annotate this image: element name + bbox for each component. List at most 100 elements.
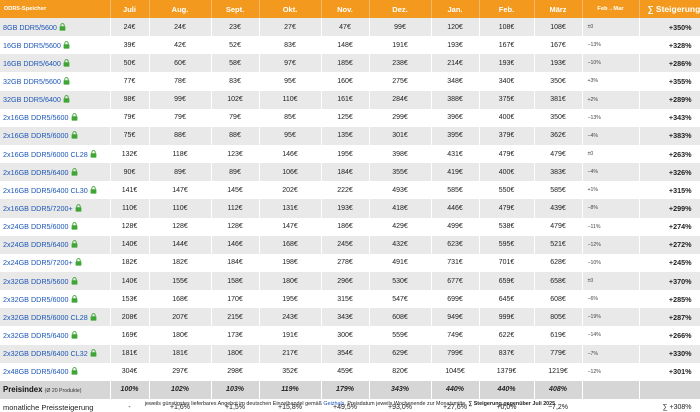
product-link[interactable]: 2x16GB DDR5/6000 (3, 131, 69, 141)
price-index-value: 440% (479, 380, 535, 399)
price-cell: 42€ (149, 36, 212, 55)
column-header-month[interactable]: Dez. (369, 0, 432, 18)
price-cell: 173€ (211, 326, 260, 345)
column-header-month[interactable]: Okt. (259, 0, 322, 18)
price-cell: 146€ (259, 144, 322, 164)
increase-cell: +355% (639, 72, 700, 91)
product-link[interactable]: 2x16GB DDR5/5600 (3, 113, 69, 123)
price-cell: 89€ (149, 163, 212, 182)
price-cell: 140€ (110, 235, 150, 254)
product-link[interactable]: 32GB DDR5/6400 (3, 95, 61, 105)
product-link[interactable]: 2x16GB DDR5/6400 (3, 167, 69, 177)
product-link[interactable]: 8GB DDR5/5600 (3, 22, 57, 32)
product-link[interactable]: 16GB DDR5/5600 (3, 40, 61, 50)
price-cell: 184€ (211, 253, 260, 272)
table-row: 2x24GB DDR5/6000 128€ 128€ 128€ 147€ 186€ 429€… (0, 217, 700, 236)
lock-icon (71, 131, 77, 140)
price-cell: 820€ (369, 362, 432, 381)
column-header-month[interactable]: Aug. (149, 0, 212, 18)
delta-cell: −13% (582, 36, 640, 55)
price-cell: 50€ (110, 54, 150, 73)
price-cell: 243€ (259, 308, 322, 327)
price-cell: 381€ (534, 90, 583, 109)
column-header-increase[interactable]: ∑ Steigerung (639, 0, 700, 18)
monthly-increase-value: +0,0% (479, 398, 535, 412)
price-cell: 499€ (431, 217, 480, 236)
price-cell: 837€ (479, 344, 535, 363)
price-cell: 97€ (259, 54, 322, 73)
column-header-product[interactable]: DDR5-Speicher (0, 0, 111, 18)
product-cell: 16GB DDR5/6400 (0, 54, 111, 73)
product-link[interactable]: 16GB DDR5/6400 (3, 58, 61, 68)
column-header-month[interactable]: Juli (110, 0, 150, 18)
price-cell: 608€ (534, 290, 583, 309)
product-link[interactable]: 2x16GB DDR5/6400 CL30 (3, 185, 88, 195)
price-cell: 75€ (110, 126, 150, 145)
geizhals-link[interactable]: Geizhals (323, 401, 345, 407)
price-cell: 343€ (321, 308, 370, 327)
price-cell: 352€ (259, 362, 322, 381)
price-cell: 148€ (321, 36, 370, 55)
monthly-increase-value: +1,5% (211, 398, 260, 412)
product-link[interactable]: 2x32GB DDR5/6000 (3, 294, 69, 304)
delta-cell: ±0 (582, 18, 640, 37)
price-cell: 180€ (259, 271, 322, 291)
delta-cell: −8% (582, 199, 640, 218)
product-link[interactable]: 2x32GB DDR5/6400 (3, 330, 69, 340)
price-cell: 153€ (110, 290, 150, 309)
price-cell: 585€ (534, 181, 583, 200)
product-link[interactable]: 2x32GB DDR5/5600 (3, 276, 69, 286)
table-row: 2x48GB DDR5/6400 304€ 297€ 298€ 352€ 459€ 820€… (0, 362, 700, 381)
price-cell: 60€ (149, 54, 212, 73)
table-row: 2x32GB DDR5/6400 CL32 181€ 181€ 180€ 217€ 354… (0, 344, 700, 363)
monthly-increase-value: −7,2% (534, 398, 583, 412)
price-index-empty (639, 380, 700, 399)
price-cell: 299€ (369, 108, 432, 127)
increase-cell: +263% (639, 144, 700, 164)
price-cell: 193€ (321, 199, 370, 218)
increase-cell: +285% (639, 290, 700, 309)
price-cell: 184€ (321, 163, 370, 182)
price-cell: 296€ (321, 271, 370, 291)
price-cell: 95€ (259, 72, 322, 91)
lock-icon (90, 313, 97, 321)
product-link[interactable]: 32GB DDR5/5600 (3, 76, 61, 86)
column-header-month[interactable]: März (534, 0, 583, 18)
column-header-delta[interactable]: Feb→Mar (582, 0, 640, 18)
price-cell: 78€ (149, 72, 212, 91)
price-cell: 88€ (149, 126, 212, 145)
delta-cell: −4% (582, 126, 640, 145)
price-cell: 90€ (110, 163, 150, 182)
price-cell: 278€ (321, 253, 370, 272)
product-link[interactable]: 2x16GB DDR5/7200+ (3, 203, 73, 213)
price-cell: 168€ (149, 290, 212, 309)
price-cell: 284€ (369, 90, 432, 109)
price-cell: 47€ (321, 18, 370, 37)
price-cell: 395€ (431, 126, 480, 145)
price-cell: 24€ (110, 18, 150, 37)
product-cell: 2x24GB DDR5/6000 (0, 217, 111, 236)
price-cell: 398€ (369, 144, 432, 164)
price-cell: 167€ (479, 36, 535, 55)
price-cell: 167€ (534, 36, 583, 55)
price-cell: 106€ (259, 163, 322, 182)
price-cell: 169€ (110, 326, 150, 345)
product-link[interactable]: 2x32GB DDR5/6400 CL32 (3, 349, 88, 359)
price-cell: 493€ (369, 181, 432, 200)
product-link[interactable]: 2x16GB DDR5/6000 CL28 (3, 149, 88, 159)
delta-cell: −19% (582, 308, 640, 327)
price-index-value: 408% (534, 380, 583, 399)
price-cell: 193€ (534, 54, 583, 73)
column-header-month[interactable]: Nov. (321, 0, 370, 18)
price-index-value: 440% (431, 380, 480, 399)
column-header-month[interactable]: Jan. (431, 0, 480, 18)
product-link[interactable]: 2x24GB DDR5/7200+ (3, 258, 73, 268)
column-header-month[interactable]: Feb. (479, 0, 535, 18)
product-link[interactable]: 2x24GB DDR5/6000 (3, 222, 69, 232)
column-header-month[interactable]: Sept. (211, 0, 260, 18)
product-link[interactable]: 2x32GB DDR5/6000 CL28 (3, 312, 88, 322)
product-link[interactable]: 2x24GB DDR5/6400 (3, 240, 69, 250)
product-link[interactable]: 2x48GB DDR5/6400 (3, 367, 69, 377)
price-cell: 108€ (479, 18, 535, 37)
product-cell: 2x32GB DDR5/6000 CL28 (0, 308, 111, 327)
